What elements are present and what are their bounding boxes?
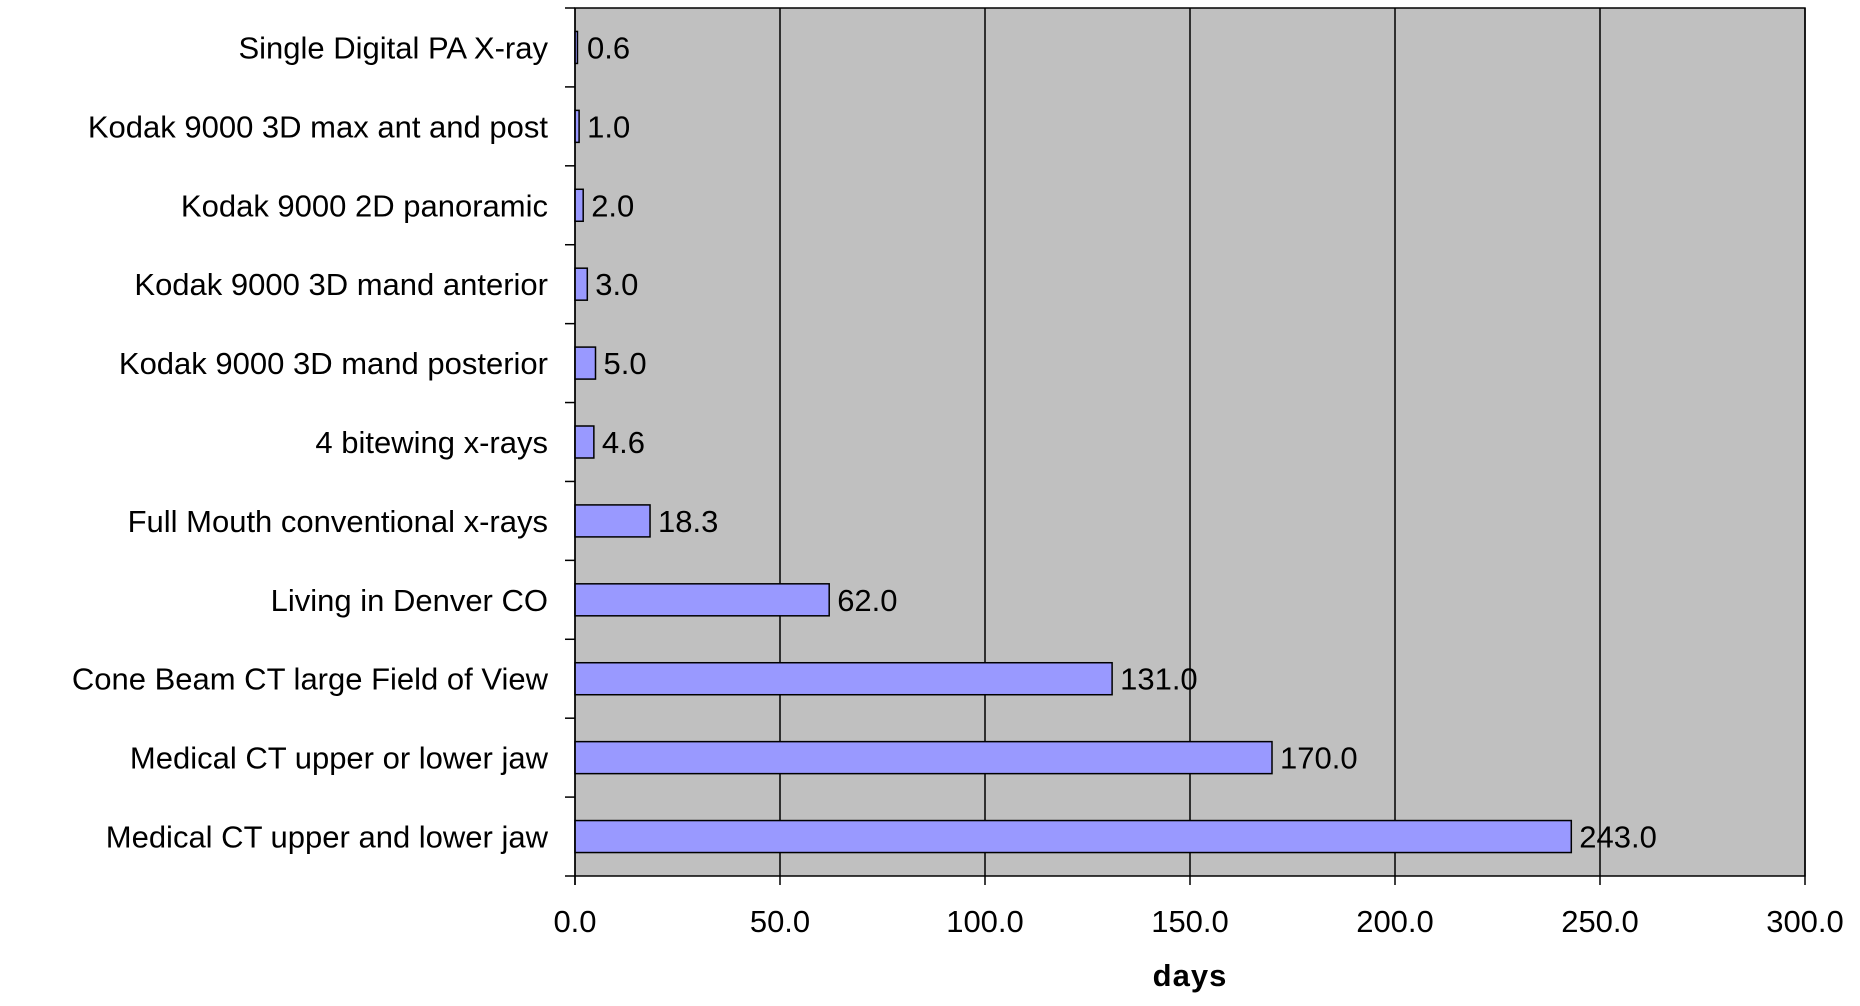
data-label: 5.0 — [604, 346, 647, 381]
data-label: 170.0 — [1280, 741, 1358, 776]
bar — [574, 425, 595, 459]
data-label: 243.0 — [1579, 820, 1657, 855]
data-label: 3.0 — [595, 267, 638, 302]
category-label: Single Digital PA X-ray — [238, 30, 548, 65]
category-label: Kodak 9000 2D panoramic — [181, 188, 548, 223]
x-tick-label: 0.0 — [553, 904, 596, 939]
bar — [574, 504, 651, 538]
category-label: Medical CT upper and lower jaw — [106, 820, 549, 855]
category-label: Cone Beam CT large Field of View — [72, 662, 549, 697]
data-label: 131.0 — [1120, 662, 1198, 697]
data-label: 2.0 — [591, 188, 634, 223]
data-label: 0.6 — [587, 30, 630, 65]
bar — [574, 346, 597, 380]
category-label: Kodak 9000 3D max ant and post — [88, 109, 549, 144]
category-label: Kodak 9000 3D mand posterior — [119, 346, 548, 381]
x-axis-title: days — [1153, 958, 1228, 993]
category-label: Living in Denver CO — [271, 583, 548, 618]
x-tick-label: 250.0 — [1561, 904, 1639, 939]
labels: 0.0 50.0 100.0 150.0 200.0 250.0 300.0 Single D… — [72, 30, 1844, 939]
data-label: 4.6 — [602, 425, 645, 460]
x-tick-label: 200.0 — [1356, 904, 1434, 939]
category-label: 4 bitewing x-rays — [315, 425, 548, 460]
axes — [565, 7, 1806, 885]
bars — [574, 30, 1573, 854]
bar — [574, 819, 1573, 854]
bar — [574, 267, 589, 301]
bar — [574, 188, 584, 223]
bar — [574, 661, 1113, 696]
category-label: Full Mouth conventional x-rays — [128, 504, 548, 539]
category-label: Medical CT upper or lower jaw — [130, 741, 549, 776]
bar — [574, 740, 1273, 775]
x-tick-label: 300.0 — [1766, 904, 1844, 939]
bar — [574, 583, 830, 617]
data-label: 1.0 — [587, 109, 630, 144]
gridlines — [779, 8, 1806, 876]
data-label: 62.0 — [837, 583, 897, 618]
x-tick-label: 50.0 — [750, 904, 810, 939]
x-tick-label: 150.0 — [1151, 904, 1229, 939]
data-label: 18.3 — [658, 504, 718, 539]
category-label: Kodak 9000 3D mand anterior — [134, 267, 548, 302]
x-tick-label: 100.0 — [946, 904, 1024, 939]
